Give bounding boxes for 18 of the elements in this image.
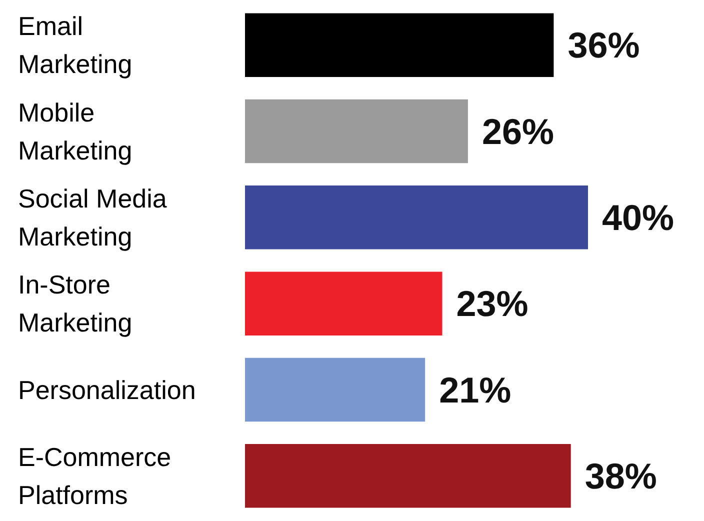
- y-tick-label: In-Store Marketing: [18, 270, 132, 338]
- data-label: 40%: [602, 196, 674, 238]
- bar: [245, 358, 426, 422]
- data-label: 23%: [456, 283, 528, 324]
- bar: [245, 186, 588, 250]
- y-tick-label: Personalization: [18, 374, 196, 405]
- y-tick-label: E-Commerce Platforms: [18, 442, 172, 510]
- y-tick-label: Social Media Marketing: [18, 183, 168, 252]
- data-label: 21%: [439, 369, 512, 410]
- data-label: 26%: [482, 110, 554, 152]
- bar: [245, 99, 468, 164]
- bar: [245, 13, 554, 77]
- y-tick-label: Mobile Marketing: [18, 97, 132, 166]
- y-tick-label: Email Marketing: [18, 11, 132, 80]
- data-label: 36%: [568, 24, 640, 66]
- bar: [245, 444, 571, 508]
- bar: [245, 272, 442, 336]
- data-label: 38%: [584, 455, 657, 496]
